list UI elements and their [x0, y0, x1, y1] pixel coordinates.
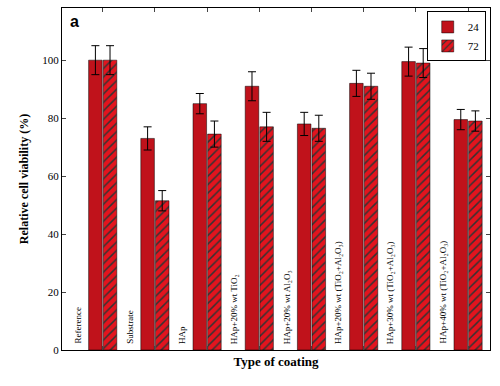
svg-text:HAp+20% wt TiO₂: HAp+20% wt TiO₂ — [229, 274, 239, 344]
svg-text:20: 20 — [48, 286, 60, 298]
svg-text:72: 72 — [468, 40, 479, 52]
svg-text:HAp: HAp — [177, 326, 187, 344]
svg-text:100: 100 — [42, 54, 59, 66]
svg-text:24: 24 — [468, 21, 480, 33]
svg-text:HAp+30% wt (TiO₂+Al₂O₃): HAp+30% wt (TiO₂+Al₂O₃) — [385, 241, 395, 344]
svg-text:a: a — [70, 13, 79, 30]
svg-text:Type of coating: Type of coating — [234, 354, 319, 369]
svg-text:0: 0 — [53, 344, 59, 356]
svg-text:Reference: Reference — [73, 307, 83, 343]
svg-text:HAp+40% wt (TiO₂+Al₂O₃): HAp+40% wt (TiO₂+Al₂O₃) — [438, 241, 448, 344]
svg-text:HAp+20% wt Al₂O₃: HAp+20% wt Al₂O₃ — [282, 270, 292, 344]
svg-text:60: 60 — [48, 170, 60, 182]
svg-text:HAp+20% wt (TiO₂+Al₂O₃): HAp+20% wt (TiO₂+Al₂O₃) — [333, 241, 343, 344]
svg-text:40: 40 — [48, 228, 60, 240]
svg-text:Substrate: Substrate — [125, 310, 135, 344]
svg-text:Relative cell viability (%): Relative cell viability (%) — [17, 114, 31, 244]
svg-text:80: 80 — [48, 112, 60, 124]
